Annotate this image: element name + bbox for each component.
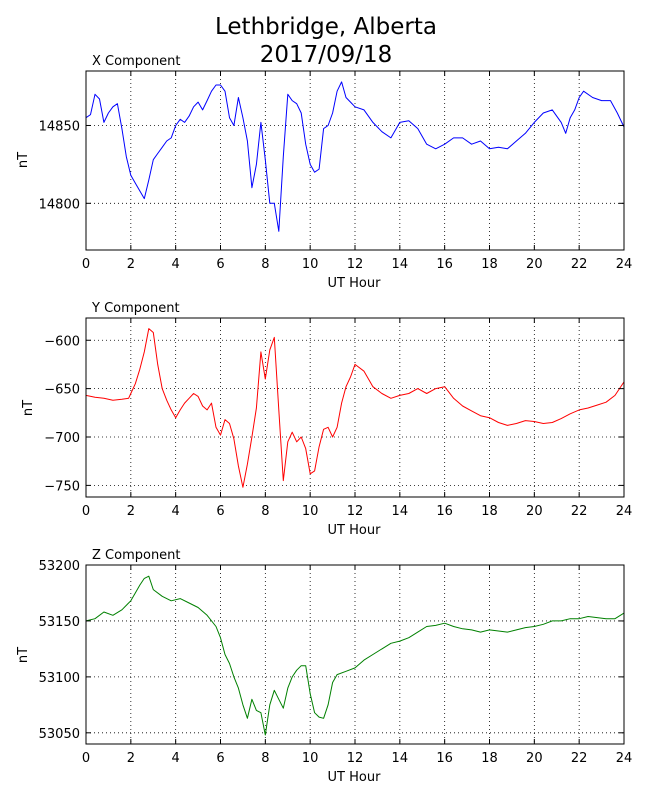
x-component-xtick-label: 0 (82, 257, 90, 272)
z-component-xtick-label: 20 (526, 751, 543, 766)
z-component-xtick-label: 18 (481, 751, 498, 766)
z-component-xtick-label: 0 (82, 751, 90, 766)
z-component-xtick-label: 12 (347, 751, 364, 766)
z-component-xtick-label: 8 (261, 751, 269, 766)
x-component-panel: X Component UT Hour nT 0 2 4 6 8 10 12 14 16 18 20… (16, 54, 632, 291)
y-component-xtick-label: 14 (392, 504, 409, 519)
x-component-xtick-label: 24 (616, 257, 633, 272)
x-component-xtick-label: 18 (481, 257, 498, 272)
z-component-panel: Z Component UT Hour nT 0 2 4 6 8 10 12 14 16 18 20… (16, 548, 632, 785)
z-component-series-line (85, 575, 625, 736)
x-component-xtick-label: 6 (216, 257, 224, 272)
x-component-xtick-label: 4 (172, 257, 180, 272)
y-component-xtick-label: 16 (436, 504, 453, 519)
y-component-xtick-label: 6 (216, 504, 224, 519)
y-component-xtick-label: 8 (261, 504, 269, 519)
x-component-xtick-label: 2 (127, 257, 135, 272)
x-component-title: X Component (92, 54, 181, 69)
y-component-xtick-label: 2 (127, 504, 135, 519)
x-component-xtick-label: 14 (392, 257, 409, 272)
y-component-ylabel: nT (21, 400, 36, 416)
z-component-xtick-label: 2 (127, 751, 135, 766)
z-component-ytick-label: 53150 (39, 615, 80, 630)
z-component-xlabel: UT Hour (328, 770, 382, 785)
y-component-title: Y Component (91, 301, 180, 316)
z-component-ytick-label: 53100 (39, 671, 80, 686)
y-component-panel: Y Component UT Hour nT 0 2 4 6 8 10 12 14 16 18 20… (21, 301, 632, 538)
x-component-xtick-label: 12 (347, 257, 364, 272)
x-component-xlabel: UT Hour (328, 276, 382, 291)
y-component-xlabel: UT Hour (328, 523, 382, 538)
z-component-title: Z Component (92, 548, 181, 563)
y-component-xtick-label: 24 (616, 504, 633, 519)
x-component-xtick-label: 22 (571, 257, 588, 272)
y-component-xtick-label: 20 (526, 504, 543, 519)
x-component-ylabel: nT (16, 152, 31, 168)
y-component-xtick-label: 18 (481, 504, 498, 519)
y-component-ytick-label: −600 (44, 334, 80, 349)
z-component-xtick-label: 24 (616, 751, 633, 766)
y-component-xtick-label: 10 (302, 504, 319, 519)
y-component-xtick-label: 4 (172, 504, 180, 519)
z-component-ytick-label: 53200 (39, 559, 80, 574)
z-component-xtick-label: 16 (436, 751, 453, 766)
y-component-ytick-label: −700 (44, 431, 80, 446)
y-component-xtick-label: 0 (82, 504, 90, 519)
figure-title-line-2: 2017/09/18 (260, 42, 393, 68)
z-component-xtick-label: 4 (172, 751, 180, 766)
x-component-series-line (85, 81, 625, 232)
y-component-series-line (85, 328, 625, 488)
x-component-ytick-label: 14800 (39, 197, 80, 212)
z-component-xtick-label: 14 (392, 751, 409, 766)
z-component-xtick-label: 22 (571, 751, 588, 766)
z-component-xtick-label: 10 (302, 751, 319, 766)
figure-title-line-1: Lethbridge, Alberta (215, 14, 437, 40)
x-component-xtick-label: 10 (302, 257, 319, 272)
x-component-ytick-label: 14850 (39, 119, 80, 134)
y-component-xtick-label: 22 (571, 504, 588, 519)
y-component-xtick-label: 12 (347, 504, 364, 519)
z-component-xtick-label: 6 (216, 751, 224, 766)
x-component-xtick-label: 20 (526, 257, 543, 272)
z-component-ytick-label: 53050 (39, 727, 80, 742)
y-component-ytick-label: −750 (44, 479, 80, 494)
y-component-ytick-label: −650 (44, 383, 80, 398)
x-component-xtick-label: 8 (261, 257, 269, 272)
x-component-xtick-label: 16 (436, 257, 453, 272)
z-component-ylabel: nT (16, 647, 31, 663)
